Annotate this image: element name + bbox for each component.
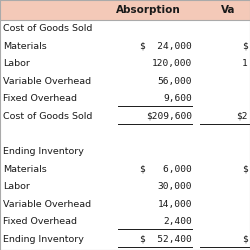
Text: Fixed Overhead: Fixed Overhead bbox=[3, 94, 77, 104]
Text: 14,000: 14,000 bbox=[158, 200, 192, 209]
Text: Labor: Labor bbox=[3, 59, 30, 68]
Bar bbox=[0, 0, 250, 20]
Text: $: $ bbox=[242, 164, 248, 173]
Text: $: $ bbox=[242, 42, 248, 51]
Text: Cost of Goods Sold: Cost of Goods Sold bbox=[3, 24, 92, 33]
Text: 2,400: 2,400 bbox=[163, 217, 192, 226]
Text: $  52,400: $ 52,400 bbox=[140, 235, 192, 244]
Text: Absorption: Absorption bbox=[116, 5, 180, 15]
Text: 120,000: 120,000 bbox=[152, 59, 192, 68]
Text: Materials: Materials bbox=[3, 164, 47, 173]
Text: Materials: Materials bbox=[3, 42, 47, 51]
Text: 56,000: 56,000 bbox=[158, 77, 192, 86]
Text: 30,000: 30,000 bbox=[158, 182, 192, 191]
Text: Cost of Goods Sold: Cost of Goods Sold bbox=[3, 112, 92, 121]
Text: $: $ bbox=[242, 235, 248, 244]
Text: 9,600: 9,600 bbox=[163, 94, 192, 104]
Text: Variable Overhead: Variable Overhead bbox=[3, 200, 91, 209]
Text: $   6,000: $ 6,000 bbox=[140, 164, 192, 173]
Text: Ending Inventory: Ending Inventory bbox=[3, 235, 84, 244]
Text: $209,600: $209,600 bbox=[146, 112, 192, 121]
Text: $2: $2 bbox=[236, 112, 248, 121]
Text: 1: 1 bbox=[242, 59, 248, 68]
Text: $  24,000: $ 24,000 bbox=[140, 42, 192, 51]
Text: Ending Inventory: Ending Inventory bbox=[3, 147, 84, 156]
Text: Va: Va bbox=[221, 5, 235, 15]
Text: Labor: Labor bbox=[3, 182, 30, 191]
Text: Variable Overhead: Variable Overhead bbox=[3, 77, 91, 86]
Text: Fixed Overhead: Fixed Overhead bbox=[3, 217, 77, 226]
